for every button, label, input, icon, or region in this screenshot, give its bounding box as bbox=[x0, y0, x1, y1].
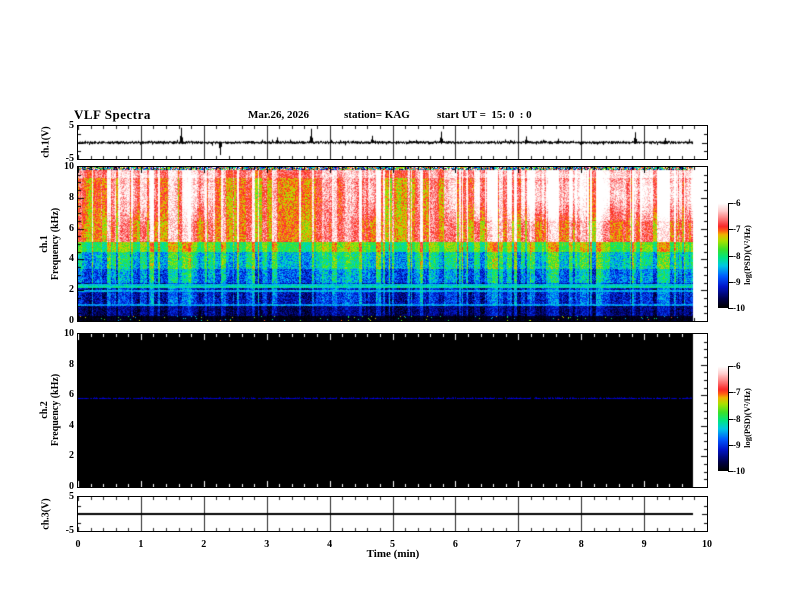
tick-label: -9 bbox=[733, 439, 741, 450]
tick-label: -6 bbox=[733, 198, 741, 208]
tick-label: 2 bbox=[201, 539, 207, 550]
tick-label: -9 bbox=[733, 276, 741, 287]
tick-label: 6 bbox=[69, 222, 74, 234]
tick-label: 6 bbox=[69, 389, 74, 401]
tick-label: -7 bbox=[733, 387, 741, 398]
tick-label: 5 bbox=[69, 120, 74, 131]
time-axis-title: Time (min) bbox=[366, 548, 420, 560]
ch1-waveform-canvas bbox=[78, 126, 707, 159]
tick-label: -7 bbox=[733, 224, 741, 235]
tick-label: -10 bbox=[733, 303, 745, 313]
colorbar-tick-mark bbox=[728, 203, 733, 204]
header-date: Mar.26, 2026 bbox=[248, 109, 310, 121]
tick-label: 10 bbox=[64, 328, 74, 339]
colorbar-tick-mark bbox=[728, 471, 733, 472]
ch3-waveform-canvas bbox=[78, 497, 707, 531]
tick-label: 3 bbox=[264, 539, 270, 550]
colorbar-tick-mark bbox=[728, 308, 733, 309]
colorbar-ch2-gradient bbox=[718, 366, 728, 471]
ch2-frequency-axis-label: ch.2 Frequency (kHz) bbox=[39, 374, 61, 446]
ch1-frequency-axis-label: ch.1 Frequency (kHz) bbox=[39, 208, 61, 280]
colorbar-ch1-gradient bbox=[718, 203, 728, 308]
colorbar-tick-mark bbox=[728, 282, 733, 283]
tick-label: 2 bbox=[69, 284, 74, 296]
tick-label: 1 bbox=[138, 539, 144, 550]
tick-label: 8 bbox=[69, 191, 74, 203]
tick-label: 0 bbox=[75, 539, 81, 550]
tick-label: 7 bbox=[515, 539, 521, 550]
tick-label: 8 bbox=[69, 358, 74, 370]
colorbar-tick-mark bbox=[728, 392, 733, 393]
frequency-khz-label: Frequency (kHz) bbox=[50, 373, 61, 447]
ch2-spectrogram-panel bbox=[77, 333, 708, 488]
ch1-label: ch.1 bbox=[39, 235, 50, 253]
ch1-spectrogram-canvas bbox=[78, 167, 707, 321]
page-title: VLF Spectra bbox=[74, 107, 151, 122]
header-start-ut: start UT = 15: 0 : 0 bbox=[437, 109, 532, 121]
tick-label: -6 bbox=[733, 361, 741, 371]
tick-label: -8 bbox=[733, 250, 741, 261]
header-station: station= KAG bbox=[344, 109, 410, 121]
tick-label: -5 bbox=[65, 153, 74, 164]
colorbar-tick-mark bbox=[728, 419, 733, 420]
ch1-spectrogram-panel bbox=[77, 166, 708, 322]
ch2-spectrogram-canvas bbox=[78, 334, 707, 487]
tick-label: 10 bbox=[64, 161, 74, 172]
colorbar-tick-mark bbox=[728, 445, 733, 446]
tick-label: 0 bbox=[69, 481, 74, 492]
tick-label: 5 bbox=[390, 539, 395, 550]
tick-label: -8 bbox=[733, 413, 741, 424]
frequency-khz-label: Frequency (kHz) bbox=[50, 207, 61, 281]
tick-label: -5 bbox=[65, 525, 74, 536]
tick-label: 4 bbox=[69, 253, 74, 265]
colorbar-ch2 bbox=[718, 366, 729, 471]
colorbar-tick-mark bbox=[728, 256, 733, 257]
colorbar-tick-mark bbox=[728, 366, 733, 367]
tick-label: 8 bbox=[578, 539, 584, 550]
tick-label: 9 bbox=[641, 539, 647, 550]
tick-label: 6 bbox=[452, 539, 458, 550]
colorbar-tick-mark bbox=[728, 229, 733, 230]
tick-label: 4 bbox=[327, 539, 333, 550]
tick-label: 4 bbox=[69, 419, 74, 431]
tick-label: 5 bbox=[69, 491, 74, 502]
ch1-waveform-panel bbox=[77, 125, 708, 160]
tick-label: -10 bbox=[733, 466, 745, 476]
tick-label: 2 bbox=[69, 450, 74, 462]
colorbar-ch1 bbox=[718, 203, 729, 308]
tick-label: 0 bbox=[69, 315, 74, 326]
tick-label: 10 bbox=[702, 539, 712, 550]
ch2-label: ch.2 bbox=[39, 401, 50, 419]
ch3-waveform-panel bbox=[77, 496, 708, 532]
